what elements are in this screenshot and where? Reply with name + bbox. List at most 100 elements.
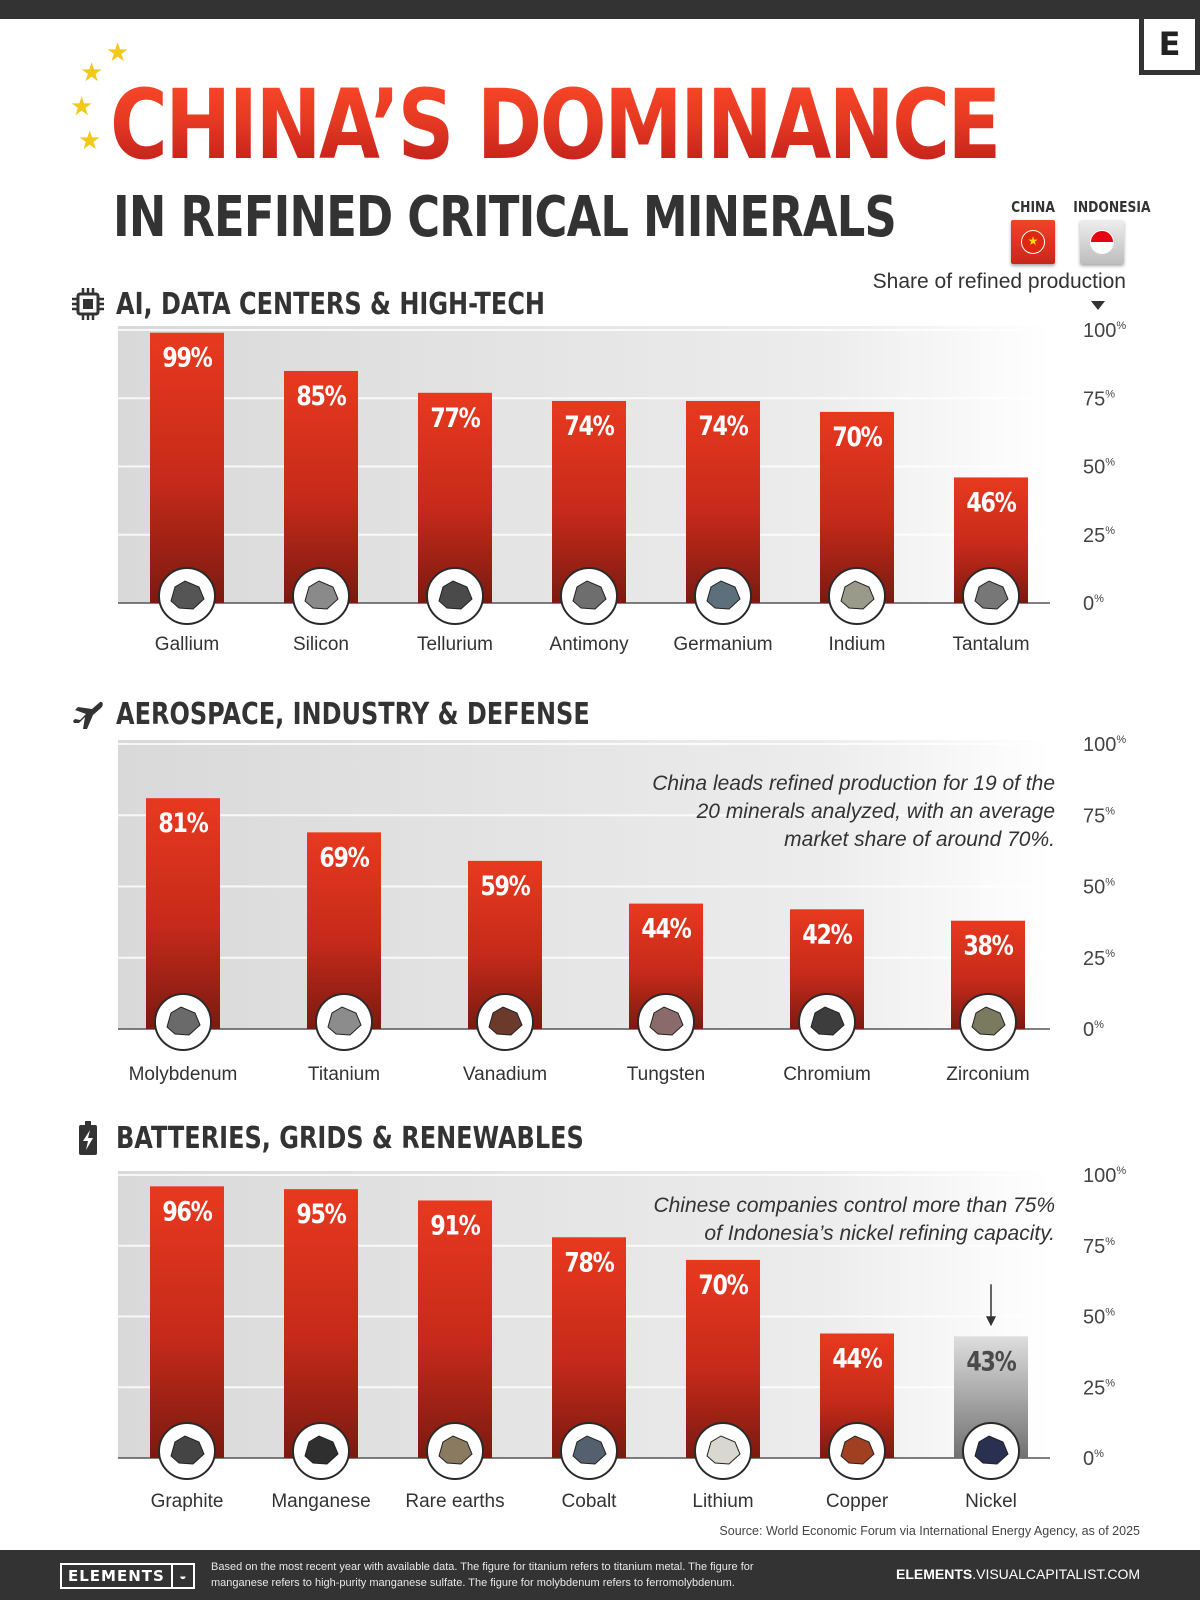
bar-value-label: 46% — [966, 486, 1016, 518]
footer-site-link[interactable]: ELEMENTS.VISUALCAPITALIST.COM — [840, 1566, 1140, 1582]
caret-down-icon — [1091, 301, 1105, 310]
bar-value-label: 85% — [296, 380, 346, 412]
mineral-rock-icon — [706, 580, 741, 610]
bar-rare-earths — [418, 1200, 492, 1458]
annotation-text: China leads refined production for 19 of… — [652, 772, 1055, 851]
section-title: AEROSPACE, INDUSTRY & DEFENSE — [116, 697, 590, 732]
elements-logo: ELEMENTS ◒ — [60, 1563, 195, 1589]
chip-icon — [72, 288, 104, 320]
mineral-rock-icon — [170, 580, 205, 610]
bar-value-label: 59% — [480, 870, 530, 902]
bar-value-label: 74% — [564, 410, 614, 442]
y-tick-label: 0% — [1083, 593, 1104, 615]
footer-logo-text: ELEMENTS — [68, 1567, 165, 1585]
star-icon: ★ — [106, 38, 130, 68]
x-category-label: Antimony — [549, 634, 629, 655]
mineral-rock-icon — [327, 1006, 362, 1036]
bar-value-label: 70% — [698, 1269, 748, 1301]
bar-value-label: 44% — [832, 1342, 882, 1374]
china-flag-icon: ★ — [1011, 220, 1055, 264]
bar-value-label: 96% — [162, 1195, 212, 1227]
x-category-label: Rare earths — [405, 1491, 504, 1512]
bar-manganese — [284, 1189, 358, 1458]
legend-indonesia: INDONESIA — [1067, 198, 1151, 264]
bar-value-label: 42% — [802, 918, 852, 950]
mineral-rock-icon — [974, 1435, 1009, 1465]
x-category-label: Nickel — [965, 1491, 1017, 1512]
mineral-rock-icon — [304, 580, 339, 610]
x-category-label: Manganese — [271, 1491, 370, 1512]
legend-china: CHINA ★ — [998, 198, 1068, 264]
page-title: CHINA’S DOMINANCE — [110, 69, 1001, 181]
mineral-rock-icon — [840, 580, 875, 610]
annotation-text: Chinese companies control more than 75% … — [653, 1194, 1055, 1245]
mineral-rock-icon — [488, 1006, 523, 1036]
top-bar — [0, 0, 1200, 19]
star-icon: ★ — [70, 92, 94, 122]
x-category-label: Lithium — [692, 1491, 753, 1512]
y-tick-label: 100% — [1083, 734, 1126, 756]
mineral-rock-icon — [840, 1435, 875, 1465]
bar-molybdenum — [146, 798, 220, 1029]
mineral-rock-icon — [166, 1006, 201, 1036]
footer: ELEMENTS ◒ Based on the most recent year… — [0, 1550, 1200, 1600]
y-tick-label: 100% — [1083, 320, 1126, 342]
x-category-label: Titanium — [308, 1064, 380, 1085]
airplane-icon — [73, 701, 103, 729]
section-title: BATTERIES, GRIDS & RENEWABLES — [116, 1121, 584, 1156]
y-tick-label: 50% — [1083, 1307, 1115, 1329]
mineral-rock-icon — [649, 1006, 684, 1036]
indonesia-flag-icon — [1080, 220, 1124, 264]
chart-high-tech: 0% 25% 50% 75% 100% 99% Gallium 85% Silicon 77% Te… — [118, 320, 1126, 655]
x-category-label: Graphite — [151, 1491, 224, 1512]
brand-letter: E — [1144, 19, 1195, 70]
brand-logo: E — [1139, 19, 1200, 75]
y-tick-label: 50% — [1083, 877, 1115, 899]
y-tick-label: 25% — [1083, 948, 1115, 970]
bar-value-label: 38% — [963, 930, 1013, 962]
footer-site-bold: ELEMENTS — [895, 1566, 973, 1582]
bar-value-label: 70% — [832, 421, 882, 453]
y-axis-caption: Share of refined production — [872, 270, 1126, 293]
legend-label: INDONESIA — [1073, 198, 1151, 216]
bar-value-label: 91% — [430, 1209, 480, 1241]
bar-value-label: 74% — [698, 410, 748, 442]
mineral-rock-icon — [572, 1435, 607, 1465]
battery-icon — [79, 1121, 97, 1155]
x-category-label: Vanadium — [463, 1064, 547, 1085]
y-tick-label: 0% — [1083, 1448, 1104, 1470]
chart-batteries: 0% 25% 50% 75% 100% 96% Graphite 95% Manganese 91… — [118, 1165, 1126, 1512]
y-tick-label: 25% — [1083, 1377, 1115, 1399]
footer-note: Based on the most recent year with avail… — [211, 1561, 754, 1589]
mineral-rock-icon — [304, 1435, 339, 1465]
legend-label: CHINA — [1011, 198, 1055, 216]
star-icon: ★ — [78, 126, 102, 156]
footer-site-rest: .VISUALCAPITALIST.COM — [972, 1566, 1140, 1582]
bar-value-label: 81% — [158, 807, 208, 839]
bar-value-label: 95% — [296, 1198, 346, 1230]
source-note: Source: World Economic Forum via Interna… — [719, 1524, 1140, 1538]
bar-cobalt — [552, 1237, 626, 1458]
y-tick-label: 100% — [1083, 1165, 1126, 1187]
star-icon: ★ — [80, 58, 104, 88]
mineral-rock-icon — [170, 1435, 205, 1465]
page-subtitle: IN REFINED CRITICAL MINERALS — [113, 185, 897, 250]
section-title: AI, DATA CENTERS & HIGH-TECH — [116, 287, 546, 322]
x-category-label: Silicon — [293, 634, 349, 655]
mineral-rock-icon — [572, 580, 607, 610]
x-category-label: Molybdenum — [129, 1064, 238, 1085]
x-category-label: Indium — [828, 634, 885, 655]
elements-logo-icon: ◒ — [170, 1565, 193, 1587]
mineral-rock-icon — [438, 580, 473, 610]
plot-area — [118, 740, 1050, 1029]
x-category-label: Tellurium — [417, 634, 493, 655]
x-category-label: Tungsten — [627, 1064, 706, 1085]
bar-silicon — [284, 370, 358, 603]
bar-value-label: 77% — [430, 402, 480, 434]
y-tick-label: 0% — [1083, 1019, 1104, 1041]
y-tick-label: 75% — [1083, 1236, 1115, 1258]
x-category-label: Copper — [826, 1491, 889, 1512]
bar-graphite — [150, 1186, 224, 1458]
bar-value-label: 43% — [966, 1345, 1016, 1377]
y-tick-label: 50% — [1083, 457, 1115, 479]
